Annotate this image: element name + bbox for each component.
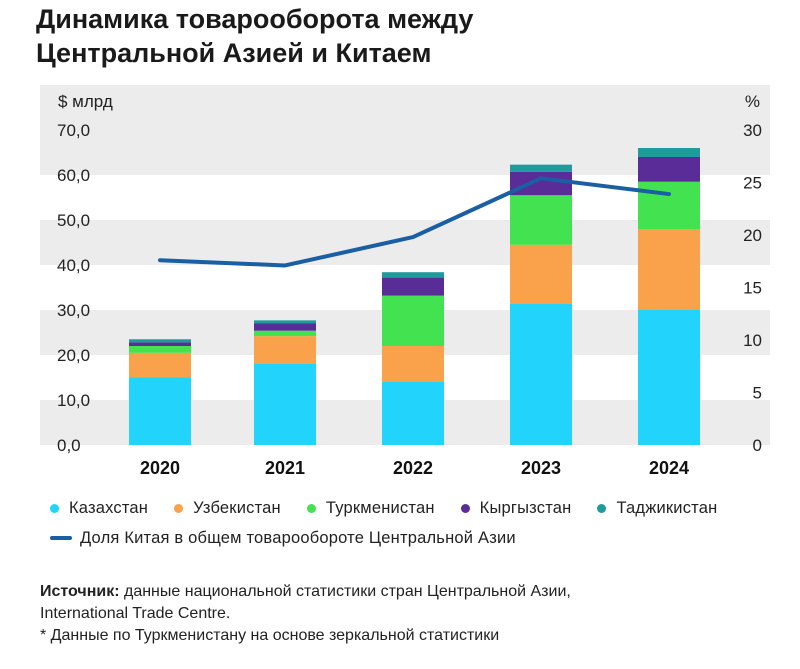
y-tick-label: 60,0 bbox=[57, 166, 90, 185]
chart-title-line-2: Центральной Азией и Китаем bbox=[36, 38, 432, 68]
legend-label-share-line: Доля Китая в общем товарообороте Централ… bbox=[80, 528, 516, 547]
bar-segment bbox=[129, 339, 191, 343]
bar-segment bbox=[382, 295, 444, 346]
x-tick-label: 2024 bbox=[649, 458, 689, 478]
source-line-1: Источник: данные национальной статистики… bbox=[40, 581, 780, 603]
chart-title: Динамика товарооборота между Центральной… bbox=[36, 2, 656, 70]
bar-segment bbox=[254, 364, 316, 445]
chart-title-line-1: Динамика товарооборота между bbox=[36, 4, 474, 34]
bar-segment bbox=[510, 164, 572, 172]
bar-segment bbox=[510, 303, 572, 445]
x-tick-label: 2020 bbox=[140, 458, 180, 478]
bar-segment bbox=[254, 320, 316, 324]
legend-marker-share-line bbox=[50, 536, 72, 540]
legend-row-countries: Казахстан Узбекистан Туркменистан Кыргыз… bbox=[50, 493, 780, 523]
y2-tick-label: 5 bbox=[753, 384, 762, 403]
share-line-group bbox=[158, 176, 671, 268]
source-footnote: * Данные по Туркменистану на основе зерк… bbox=[40, 627, 500, 644]
legend-marker-uzbekistan bbox=[174, 503, 184, 513]
y-axis-ticks: 70,0 60,0 50,0 40,0 30,0 20,0 10,0 0,0 bbox=[57, 121, 90, 455]
bar-segment bbox=[510, 244, 572, 304]
bar-segment bbox=[510, 195, 572, 245]
bar-segment bbox=[129, 346, 191, 353]
x-tick-label: 2021 bbox=[265, 458, 305, 478]
bar-segment bbox=[638, 181, 700, 229]
bar-segment bbox=[254, 323, 316, 331]
bar-segment bbox=[382, 346, 444, 382]
legend-item-kazakhstan: Казахстан bbox=[50, 499, 148, 518]
bars bbox=[129, 148, 700, 445]
y2-axis-ticks: 30 25 20 15 10 5 0 bbox=[743, 121, 762, 455]
y2-tick-label: 20 bbox=[743, 226, 762, 245]
y-tick-label: 70,0 bbox=[57, 121, 90, 140]
y2-tick-label: 10 bbox=[743, 331, 762, 350]
y2-tick-label: 25 bbox=[743, 174, 762, 193]
legend-item-kyrgyzstan: Кыргызстан bbox=[460, 498, 572, 518]
bar-segment bbox=[382, 382, 444, 445]
legend-label-uzbekistan: Узбекистан bbox=[193, 498, 281, 517]
legend-label-turkmenistan: Туркменистан bbox=[325, 498, 435, 517]
share-line bbox=[158, 176, 671, 268]
legend-item-turkmenistan: Туркменистан bbox=[306, 498, 435, 518]
bar-segment bbox=[382, 277, 444, 296]
y-tick-label: 0,0 bbox=[57, 436, 81, 455]
source-text: данные национальной статистики стран Цен… bbox=[123, 583, 571, 600]
y2-tick-label: 0 bbox=[753, 436, 762, 455]
legend-row-line: Доля Китая в общем товарообороте Централ… bbox=[50, 523, 780, 553]
y-tick-label: 10,0 bbox=[57, 391, 90, 410]
chart-area: $ млрд % 70,0 60,0 50,0 40,0 30,0 20,0 10,0 0,0… bbox=[40, 85, 770, 478]
y2-tick-label: 15 bbox=[743, 279, 762, 298]
legend: Казахстан Узбекистан Туркменистан Кыргыз… bbox=[50, 493, 780, 553]
bar-segment bbox=[638, 310, 700, 445]
y2-tick-label: 30 bbox=[743, 121, 762, 140]
y-axis-title: $ млрд bbox=[58, 92, 113, 111]
bar-segment bbox=[510, 171, 572, 196]
bar-segment bbox=[129, 342, 191, 346]
bar-segment bbox=[382, 272, 444, 278]
legend-item-share-line: Доля Китая в общем товарообороте Централ… bbox=[50, 529, 516, 548]
y-tick-label: 20,0 bbox=[57, 346, 90, 365]
x-tick-label: 2022 bbox=[393, 458, 433, 478]
legend-marker-kyrgyzstan bbox=[460, 503, 470, 513]
x-tick-label: 2023 bbox=[521, 458, 561, 478]
bar-segment bbox=[638, 148, 700, 157]
legend-label-kazakhstan: Казахстан bbox=[69, 498, 149, 517]
bar-segment bbox=[129, 352, 191, 378]
bar-segment bbox=[254, 330, 316, 337]
y-tick-label: 40,0 bbox=[57, 256, 90, 275]
bar-segment bbox=[638, 157, 700, 182]
legend-label-kyrgyzstan: Кыргызстан bbox=[479, 498, 572, 517]
legend-item-uzbekistan: Узбекистан bbox=[174, 499, 281, 518]
x-axis-ticks: 2020 2021 2022 2023 2024 bbox=[140, 458, 689, 478]
y-tick-label: 30,0 bbox=[57, 301, 90, 320]
source-note: Источник: данные национальной статистики… bbox=[40, 581, 780, 647]
source-label: Источник: bbox=[40, 583, 120, 600]
legend-item-tajikistan: Таджикистан bbox=[597, 499, 717, 518]
background-band-top bbox=[40, 85, 770, 130]
legend-marker-kazakhstan bbox=[50, 503, 59, 513]
y2-axis-title: % bbox=[745, 92, 760, 111]
y-tick-label: 50,0 bbox=[57, 211, 90, 230]
bar-segment bbox=[638, 229, 700, 310]
bar-segment bbox=[254, 336, 316, 364]
legend-label-tajikistan: Таджикистан bbox=[616, 498, 718, 517]
legend-marker-tajikistan bbox=[597, 503, 607, 513]
legend-marker-turkmenistan bbox=[306, 503, 316, 513]
source-line-2: International Trade Centre. bbox=[40, 605, 231, 622]
bar-segment bbox=[129, 377, 191, 445]
